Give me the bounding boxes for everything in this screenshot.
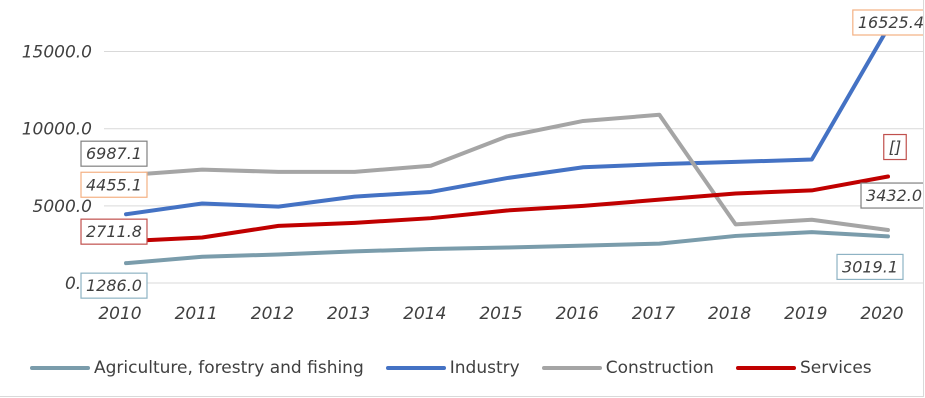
series-line-3 (124, 112, 890, 233)
data-label: 4455.1 (80, 171, 148, 198)
y-tick-label: 15000.0 (22, 43, 92, 63)
data-label: 2711.8 (80, 218, 148, 245)
y-tick-label: 5000.0 (33, 197, 92, 217)
x-tick-label: 2019 (784, 304, 827, 324)
legend-item-agriculture[interactable]: Agriculture, forestry and fishing (30, 358, 364, 378)
series-line-1 (124, 230, 890, 266)
svg-text:6987.1: 6987.1 (86, 144, 142, 163)
legend-swatch (735, 366, 796, 370)
legend-label: Services (799, 358, 872, 378)
svg-text:1286.0: 1286.0 (86, 276, 142, 295)
x-tick-label: 2010 (98, 304, 141, 324)
x-tick-label: 2016 (556, 304, 599, 324)
y-tick-label: 10000.0 (22, 120, 92, 140)
legend-label: Construction (605, 358, 714, 378)
x-tick-label: 2018 (708, 304, 751, 324)
x-tick-label: 2013 (327, 304, 370, 324)
x-tick-label: 2011 (175, 304, 218, 324)
series-line-4 (124, 174, 890, 244)
legend-item-industry[interactable]: Industry (385, 358, 520, 378)
svg-text:3432.0: 3432.0 (866, 186, 922, 205)
data-label: 1286.0 (80, 272, 148, 299)
x-tick-label: 2017 (632, 304, 675, 324)
legend-item-construction[interactable]: Construction (541, 358, 714, 378)
legend-swatch (541, 366, 602, 370)
x-tick-label: 2014 (403, 304, 446, 324)
legend-swatch (30, 366, 90, 370)
x-tick-label: 2015 (479, 304, 522, 324)
svg-text:3019.1: 3019.1 (842, 257, 898, 276)
legend-item-services[interactable]: Services (735, 358, 872, 378)
legend-label: Agriculture, forestry and fishing (94, 358, 364, 378)
x-tick-label: 2012 (251, 304, 294, 324)
data-label: 16525.4 (852, 9, 925, 36)
svg-text:2711.8: 2711.8 (86, 222, 142, 241)
data-label: [] (883, 133, 907, 161)
data-label: 3019.1 (836, 253, 904, 281)
svg-text:4455.1: 4455.1 (86, 175, 142, 194)
data-label: 6987.1 (80, 140, 148, 167)
data-label: 3432.0 (860, 182, 925, 209)
svg-text:[]: [] (889, 138, 901, 157)
x-tick-label: 2020 (860, 304, 903, 324)
series-line-2 (124, 26, 890, 217)
legend-swatch (385, 366, 446, 370)
legend: Agriculture, forestry and fishing Indust… (30, 358, 894, 378)
svg-text:16525.4: 16525.4 (858, 13, 923, 32)
legend-label: Industry (449, 358, 520, 378)
